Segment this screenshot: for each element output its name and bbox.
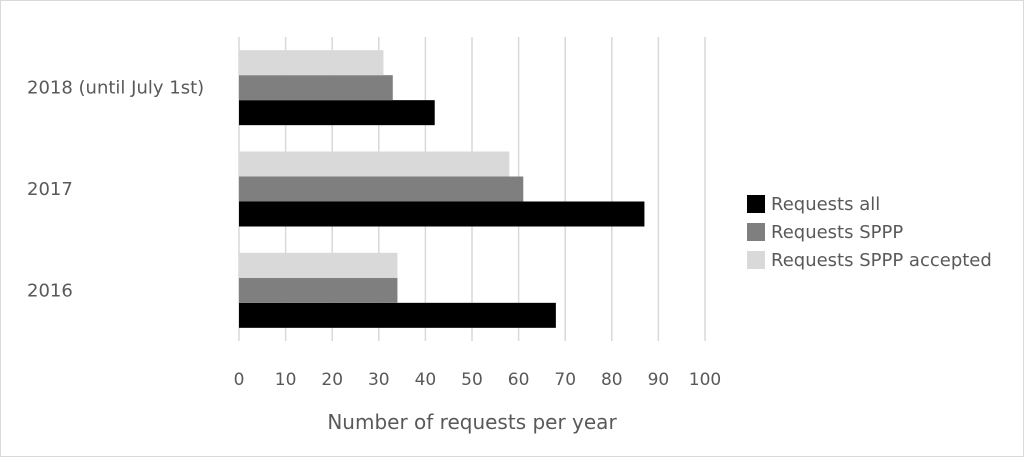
x-tick-label: 70	[554, 370, 576, 390]
category-label: 2018 (until July 1st)	[27, 78, 204, 99]
legend-swatch	[747, 251, 765, 269]
legend-label: Requests SPPP	[771, 222, 903, 243]
x-tick-label: 30	[368, 370, 390, 390]
x-tick-label: 10	[275, 370, 297, 390]
legend: Requests all Requests SPPP Requests SPPP a…	[747, 194, 992, 271]
legend-label: Requests all	[771, 194, 880, 215]
bar-2018-requests-sppp-accepted	[239, 50, 384, 76]
bar-2017-requests-sppp-accepted	[239, 151, 510, 177]
category-label: 2017	[27, 179, 73, 200]
x-tick-label: 40	[415, 370, 437, 390]
x-tick-label: 0	[234, 370, 245, 390]
x-tick-label: 50	[461, 370, 483, 390]
x-tick-label: 60	[508, 370, 530, 390]
bar-2016-requests-all	[239, 302, 556, 328]
bar-2016-requests-sppp	[239, 277, 398, 303]
bar-2016-requests-sppp-accepted	[239, 252, 398, 278]
category-label: 2016	[27, 280, 73, 301]
x-axis-title: Number of requests per year	[327, 410, 617, 434]
x-tick-labels: 0 10 20 30 40 50 60 70 80 90 100	[234, 370, 722, 390]
x-tick-label: 80	[601, 370, 623, 390]
x-tick-label: 100	[689, 370, 721, 390]
x-tick-label: 90	[648, 370, 670, 390]
bars	[239, 50, 645, 328]
bar-2017-requests-sppp	[239, 176, 524, 202]
legend-swatch	[747, 223, 765, 241]
bar-2018-requests-sppp	[239, 75, 393, 101]
bar-2017-requests-all	[239, 201, 645, 227]
legend-label: Requests SPPP accepted	[771, 250, 992, 271]
x-tick-label: 20	[321, 370, 343, 390]
category-labels: 2016 2017 2018 (until July 1st)	[27, 78, 204, 302]
bar-2018-requests-all	[239, 100, 435, 126]
legend-swatch	[747, 195, 765, 213]
